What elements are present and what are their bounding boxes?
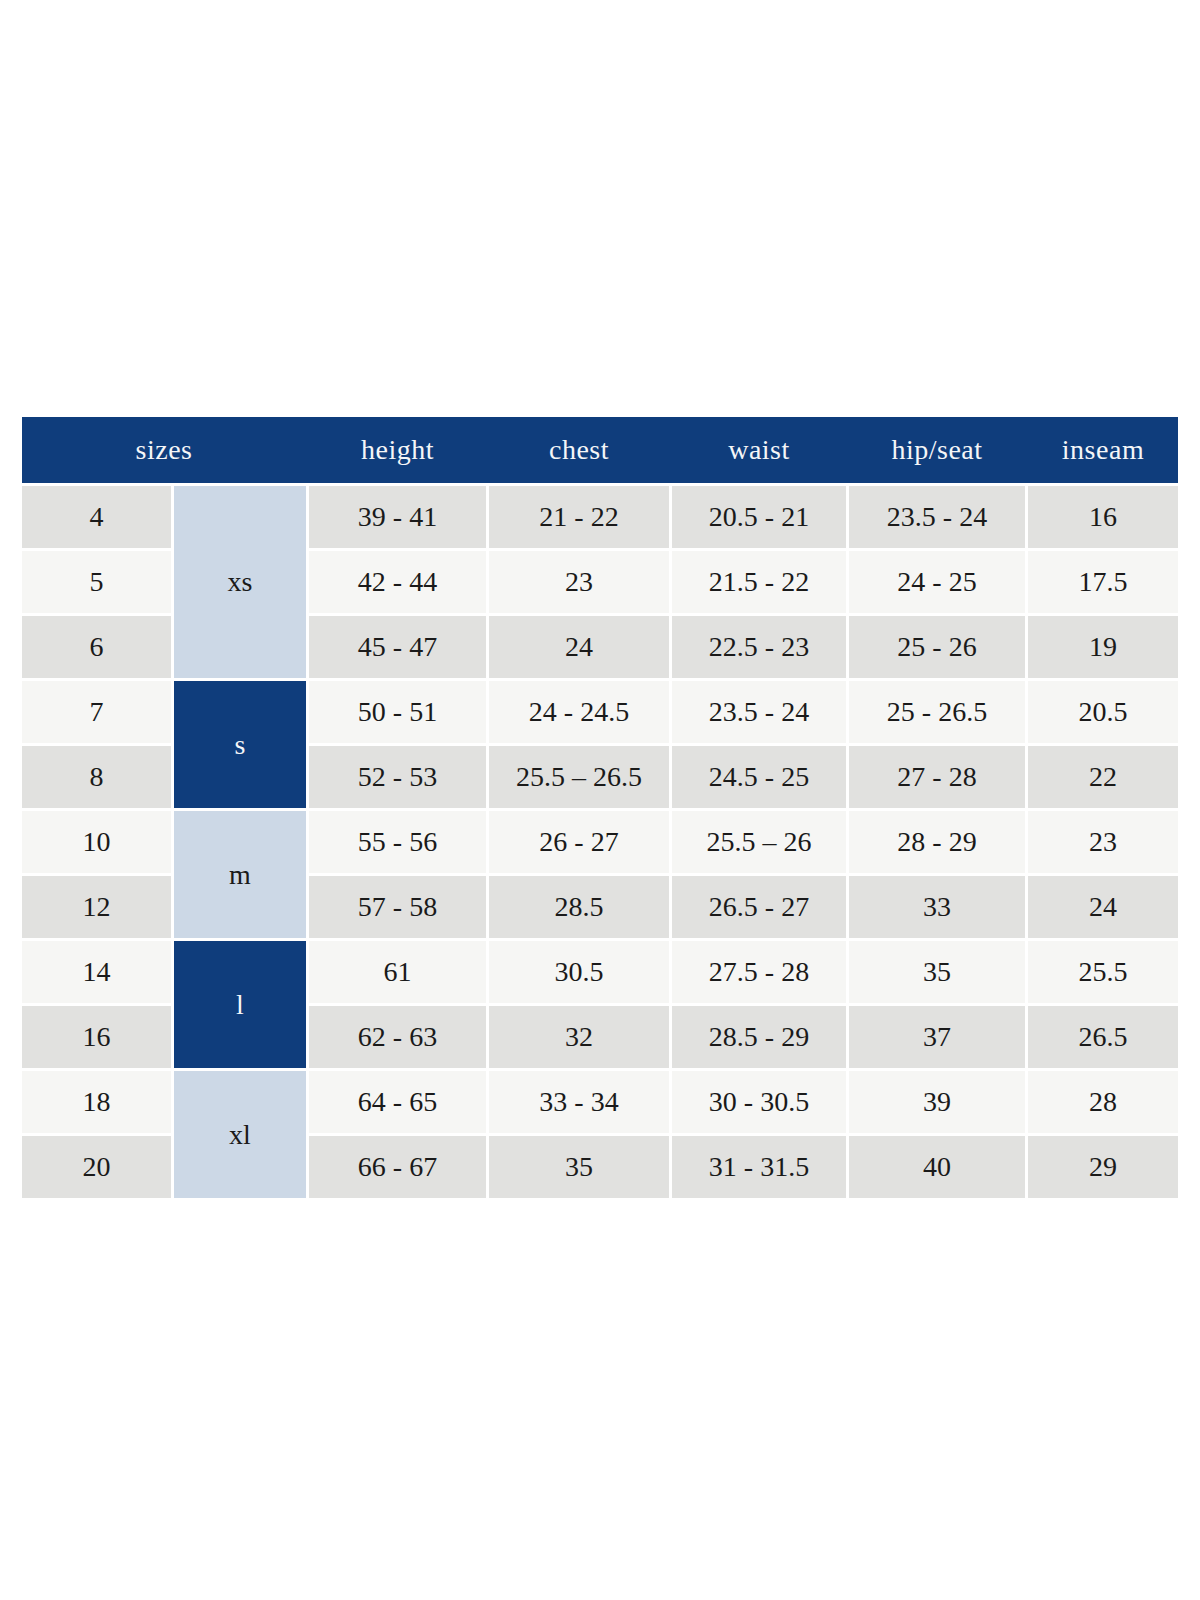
hip-seat-cell: 40 xyxy=(849,1136,1025,1198)
size-number-cell: 18 xyxy=(22,1071,171,1133)
inseam-cell: 22 xyxy=(1028,746,1178,808)
waist-cell: 25.5 – 26 xyxy=(672,811,846,873)
hip-seat-cell: 23.5 - 24 xyxy=(849,486,1025,548)
chest-cell: 25.5 – 26.5 xyxy=(489,746,669,808)
waist-cell: 26.5 - 27 xyxy=(672,876,846,938)
height-cell: 64 - 65 xyxy=(309,1071,486,1133)
hip-seat-cell: 39 xyxy=(849,1071,1025,1133)
inseam-cell: 16 xyxy=(1028,486,1178,548)
size-number-cell: 8 xyxy=(22,746,171,808)
column-header-chest: chest xyxy=(489,417,669,483)
size-group-cell-m: m xyxy=(174,811,306,938)
chest-cell: 35 xyxy=(489,1136,669,1198)
chest-cell: 32 xyxy=(489,1006,669,1068)
height-cell: 62 - 63 xyxy=(309,1006,486,1068)
hip-seat-cell: 28 - 29 xyxy=(849,811,1025,873)
inseam-cell: 23 xyxy=(1028,811,1178,873)
size-number-cell: 12 xyxy=(22,876,171,938)
inseam-cell: 24 xyxy=(1028,876,1178,938)
height-cell: 50 - 51 xyxy=(309,681,486,743)
waist-cell: 28.5 - 29 xyxy=(672,1006,846,1068)
height-cell: 55 - 56 xyxy=(309,811,486,873)
height-cell: 57 - 58 xyxy=(309,876,486,938)
chest-cell: 23 xyxy=(489,551,669,613)
chest-cell: 21 - 22 xyxy=(489,486,669,548)
waist-cell: 24.5 - 25 xyxy=(672,746,846,808)
waist-cell: 23.5 - 24 xyxy=(672,681,846,743)
waist-cell: 22.5 - 23 xyxy=(672,616,846,678)
inseam-cell: 20.5 xyxy=(1028,681,1178,743)
size-group-cell-xl: xl xyxy=(174,1071,306,1198)
waist-cell: 31 - 31.5 xyxy=(672,1136,846,1198)
size-number-cell: 16 xyxy=(22,1006,171,1068)
waist-cell: 20.5 - 21 xyxy=(672,486,846,548)
column-header-waist: waist xyxy=(672,417,846,483)
page: sizes height chest waist hip/seat inseam… xyxy=(0,0,1200,1600)
hip-seat-cell: 33 xyxy=(849,876,1025,938)
size-number-cell: 6 xyxy=(22,616,171,678)
chest-cell: 30.5 xyxy=(489,941,669,1003)
height-cell: 42 - 44 xyxy=(309,551,486,613)
chest-cell: 26 - 27 xyxy=(489,811,669,873)
waist-cell: 27.5 - 28 xyxy=(672,941,846,1003)
chest-cell: 24 - 24.5 xyxy=(489,681,669,743)
size-chart-table: sizes height chest waist hip/seat inseam… xyxy=(22,417,1178,1198)
size-number-cell: 7 xyxy=(22,681,171,743)
height-cell: 39 - 41 xyxy=(309,486,486,548)
hip-seat-cell: 37 xyxy=(849,1006,1025,1068)
chest-cell: 28.5 xyxy=(489,876,669,938)
size-group-cell-s: s xyxy=(174,681,306,808)
height-cell: 52 - 53 xyxy=(309,746,486,808)
size-number-cell: 5 xyxy=(22,551,171,613)
column-header-sizes: sizes xyxy=(22,417,306,483)
hip-seat-cell: 25 - 26 xyxy=(849,616,1025,678)
hip-seat-cell: 27 - 28 xyxy=(849,746,1025,808)
column-header-inseam: inseam xyxy=(1028,417,1178,483)
size-group-cell-xs: xs xyxy=(174,486,306,678)
height-cell: 45 - 47 xyxy=(309,616,486,678)
waist-cell: 21.5 - 22 xyxy=(672,551,846,613)
inseam-cell: 29 xyxy=(1028,1136,1178,1198)
size-number-cell: 14 xyxy=(22,941,171,1003)
waist-cell: 30 - 30.5 xyxy=(672,1071,846,1133)
column-header-height: height xyxy=(309,417,486,483)
size-number-cell: 20 xyxy=(22,1136,171,1198)
inseam-cell: 19 xyxy=(1028,616,1178,678)
column-header-hip-seat: hip/seat xyxy=(849,417,1025,483)
inseam-cell: 28 xyxy=(1028,1071,1178,1133)
size-number-cell: 10 xyxy=(22,811,171,873)
chest-cell: 24 xyxy=(489,616,669,678)
height-cell: 66 - 67 xyxy=(309,1136,486,1198)
hip-seat-cell: 25 - 26.5 xyxy=(849,681,1025,743)
inseam-cell: 17.5 xyxy=(1028,551,1178,613)
size-number-cell: 4 xyxy=(22,486,171,548)
hip-seat-cell: 35 xyxy=(849,941,1025,1003)
chest-cell: 33 - 34 xyxy=(489,1071,669,1133)
size-group-cell-l: l xyxy=(174,941,306,1068)
hip-seat-cell: 24 - 25 xyxy=(849,551,1025,613)
inseam-cell: 25.5 xyxy=(1028,941,1178,1003)
height-cell: 61 xyxy=(309,941,486,1003)
inseam-cell: 26.5 xyxy=(1028,1006,1178,1068)
